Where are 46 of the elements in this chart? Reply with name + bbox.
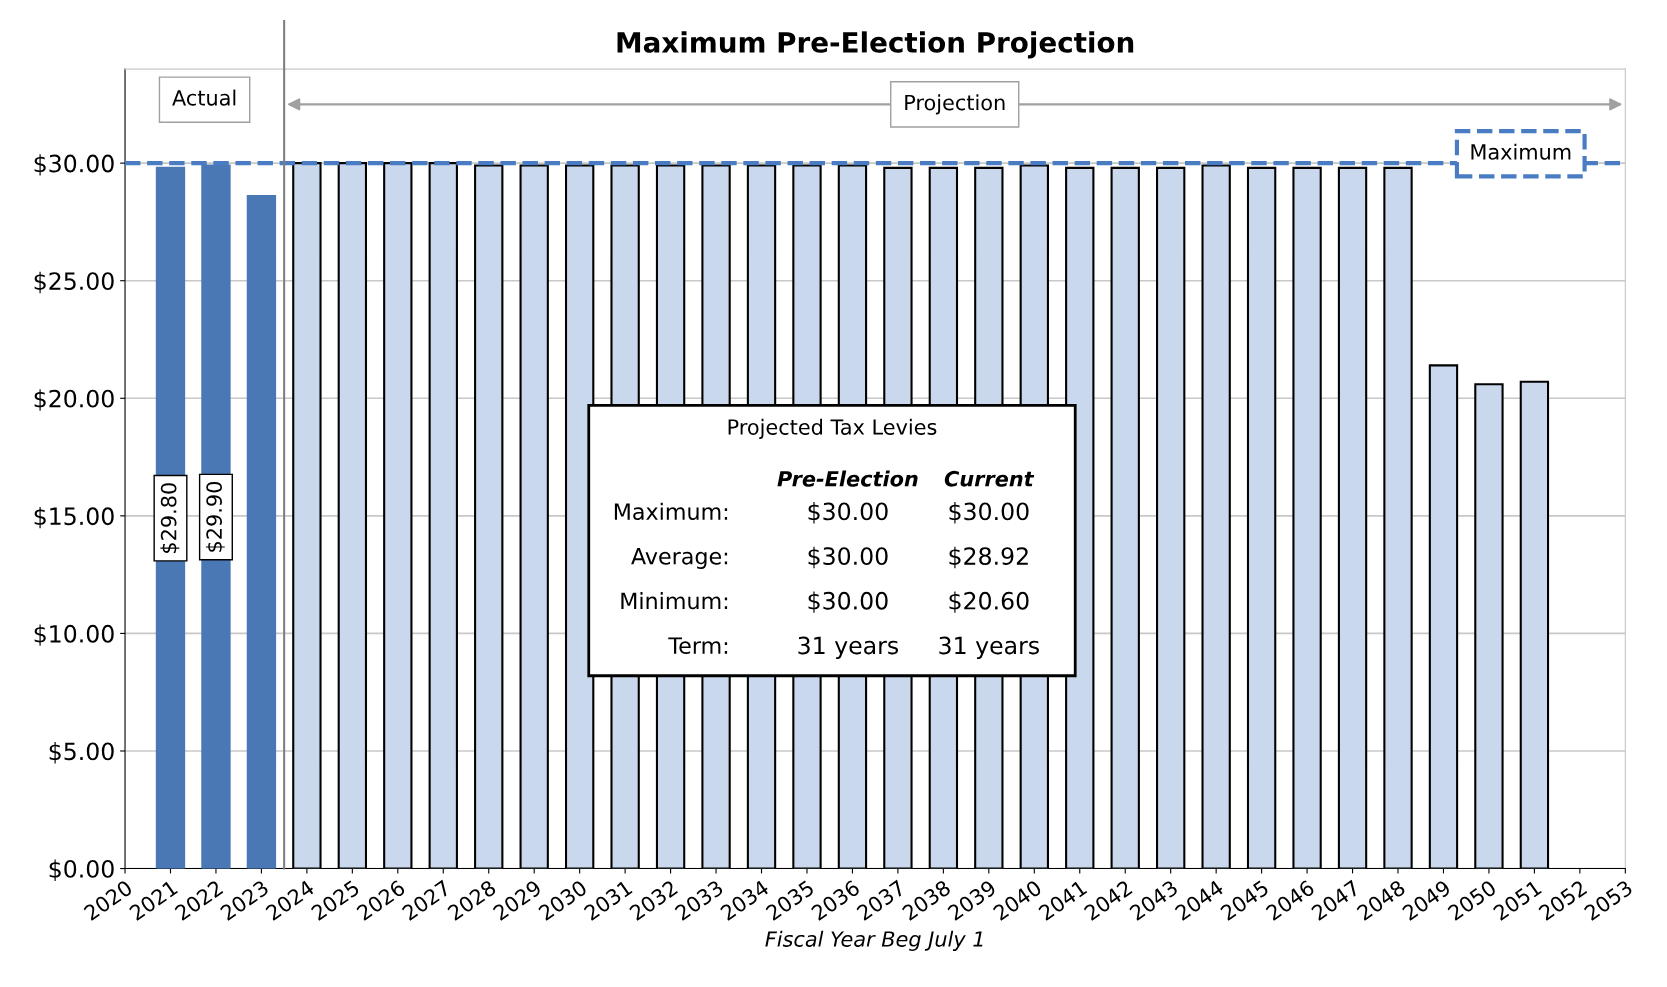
bar [1292, 166, 1322, 869]
annotation: Projected Tax Levies [728, 418, 937, 439]
annotation: Pre-Election [777, 470, 918, 487]
bar [1428, 364, 1459, 869]
bar [337, 162, 368, 869]
data-label: $29.80 [160, 483, 180, 553]
annotation: $28.92 [949, 546, 1028, 569]
annotation: $20.60 [949, 591, 1029, 613]
annotation: Current [944, 470, 1035, 487]
bar [519, 164, 549, 869]
annotation: $30.00 [949, 502, 1029, 524]
annotation: $30.00 [808, 502, 888, 524]
bar [1156, 166, 1186, 869]
annotation: 31 years [939, 636, 1039, 659]
bar [246, 195, 277, 869]
annotation: 31 years [798, 636, 899, 659]
y-tick-label: $20.00 [34, 389, 114, 411]
x-axis-title: Fiscal Year Beg July 1 [765, 930, 983, 951]
y-tick-label: $25.00 [34, 271, 114, 294]
bar [1110, 166, 1140, 869]
data-label: $29.90 [205, 481, 225, 552]
bar [292, 162, 322, 869]
y-tick-label: $0.00 [49, 859, 114, 881]
annotation: $30.00 [808, 591, 888, 613]
annotation: Maximum: [614, 502, 728, 520]
bar [1519, 380, 1550, 869]
bar [474, 164, 504, 869]
annotation: Average: [631, 548, 728, 569]
y-tick-label: $10.00 [34, 624, 114, 646]
bar [1246, 166, 1277, 869]
bar [1383, 166, 1413, 869]
bar [1337, 166, 1368, 869]
y-tick-label: $15.00 [34, 506, 114, 529]
annotation: Projection [905, 94, 1005, 115]
annotation: Minimum: [621, 592, 728, 610]
bar [1474, 383, 1504, 869]
ref-line-label: Maximum [1471, 143, 1571, 160]
annotation: Term: [668, 637, 728, 654]
y-tick-label: $5.00 [49, 742, 114, 764]
bar [428, 162, 458, 869]
annotation: Actual [172, 89, 236, 106]
y-tick-label: $30.00 [34, 154, 114, 176]
bar [1201, 164, 1231, 869]
annotation: $30.00 [808, 546, 888, 569]
bar [383, 162, 413, 869]
chart-title: Maximum Pre-Election Projection [617, 31, 1134, 59]
